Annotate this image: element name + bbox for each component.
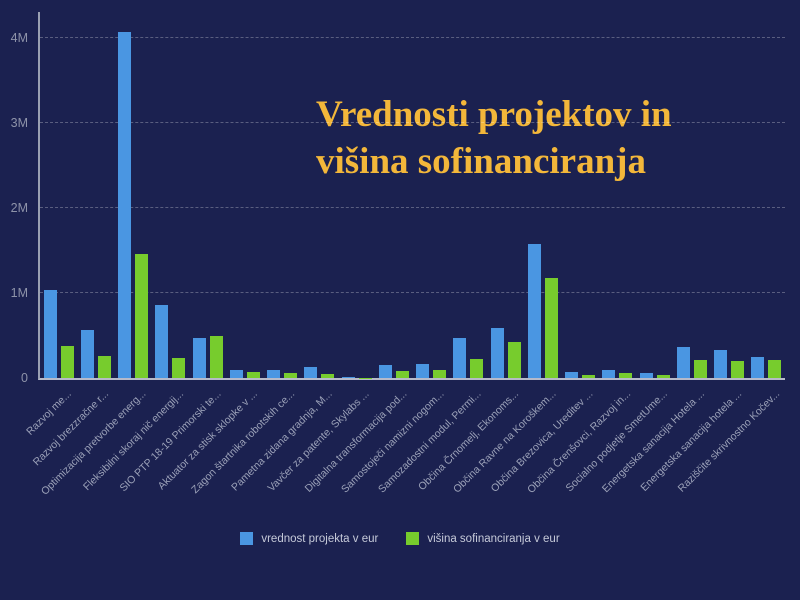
gridline-2M bbox=[40, 206, 785, 208]
bar-value[interactable] bbox=[714, 349, 728, 378]
bar-group bbox=[599, 12, 636, 378]
bar-value[interactable] bbox=[155, 304, 169, 378]
legend-item-cofinancing[interactable]: višina sofinanciranja v eur bbox=[406, 532, 560, 545]
legend-label: višina sofinanciranja v eur bbox=[427, 532, 560, 545]
bar-cofinancing[interactable] bbox=[470, 359, 484, 378]
y-axis-tick-labels: 4M 3M 2M 1M 0 bbox=[0, 12, 33, 385]
bar-cofinancing[interactable] bbox=[544, 277, 558, 378]
bar-group bbox=[524, 12, 561, 378]
x-label-cell: Raziščite skrivnostno Kočev... bbox=[675, 382, 783, 522]
chart-title: Vrednosti projektov in višina sofinancir… bbox=[316, 92, 776, 185]
bar-cofinancing[interactable] bbox=[656, 375, 670, 378]
bar-value[interactable] bbox=[527, 243, 541, 378]
x-axis-category-labels: Razvoj me... Razvoj brezzračne r... Optimi… bbox=[24, 382, 783, 522]
y-tick-label-4M: 4M bbox=[10, 30, 28, 45]
bar-group bbox=[673, 12, 710, 378]
bar-group bbox=[636, 12, 673, 378]
bar-group bbox=[487, 12, 524, 378]
y-tick-label-3M: 3M bbox=[10, 115, 28, 130]
bar-group bbox=[338, 12, 375, 378]
bar-cofinancing[interactable] bbox=[284, 373, 298, 378]
bar-value[interactable] bbox=[118, 31, 132, 378]
bar-value[interactable] bbox=[378, 365, 392, 378]
bar-group bbox=[413, 12, 450, 378]
chart-title-line1: Vrednosti projektov in bbox=[316, 94, 672, 135]
bar-value[interactable] bbox=[416, 364, 430, 378]
gridline-4M bbox=[40, 36, 785, 38]
bar-group bbox=[450, 12, 487, 378]
bar-value[interactable] bbox=[676, 347, 690, 378]
bar-cofinancing[interactable] bbox=[433, 370, 447, 378]
bar-cofinancing[interactable] bbox=[135, 253, 149, 378]
bar-group bbox=[264, 12, 301, 378]
bar-group bbox=[562, 12, 599, 378]
legend: vrednost projekta v eur višina sofinancir… bbox=[0, 532, 800, 545]
bar-cofinancing[interactable] bbox=[507, 342, 521, 378]
gridline-3M bbox=[40, 121, 785, 123]
bar-cofinancing[interactable] bbox=[209, 336, 223, 378]
y-tick-label-1M: 1M bbox=[10, 285, 28, 300]
bar-value[interactable] bbox=[80, 330, 94, 378]
bar-cofinancing[interactable] bbox=[321, 374, 335, 378]
bar-value[interactable] bbox=[304, 367, 318, 378]
chart-title-line2: višina sofinanciranja bbox=[316, 140, 646, 182]
bar-cofinancing[interactable] bbox=[246, 372, 260, 378]
bar-value[interactable] bbox=[639, 373, 653, 378]
bar-cofinancing[interactable] bbox=[172, 357, 186, 378]
y-tick-label-2M: 2M bbox=[10, 200, 28, 215]
bar-group bbox=[748, 12, 785, 378]
bar-group bbox=[115, 12, 152, 378]
bar-cofinancing[interactable] bbox=[731, 360, 745, 378]
bar-value[interactable] bbox=[453, 338, 467, 378]
bar-cofinancing[interactable] bbox=[582, 374, 596, 378]
bar-value[interactable] bbox=[267, 369, 281, 378]
legend-swatch-icon bbox=[406, 532, 420, 545]
bar-group bbox=[301, 12, 338, 378]
bars bbox=[40, 12, 785, 378]
bar-value[interactable] bbox=[229, 370, 243, 378]
bar-group bbox=[40, 12, 77, 378]
legend-label: vrednost projekta v eur bbox=[261, 532, 379, 545]
bar-group bbox=[711, 12, 748, 378]
bar-cofinancing[interactable] bbox=[97, 355, 111, 378]
bar-group bbox=[189, 12, 226, 378]
bar-cofinancing[interactable] bbox=[693, 360, 707, 378]
bar-group bbox=[77, 12, 114, 378]
bar-group bbox=[226, 12, 263, 378]
bar-value[interactable] bbox=[602, 370, 616, 378]
bar-cofinancing[interactable] bbox=[768, 359, 782, 378]
bar-value[interactable] bbox=[192, 338, 206, 378]
y-tick-label-0: 0 bbox=[21, 371, 28, 385]
bar-value[interactable] bbox=[565, 372, 579, 378]
bar-cofinancing[interactable] bbox=[395, 370, 409, 378]
gridline-1M bbox=[40, 291, 785, 293]
bar-value[interactable] bbox=[490, 327, 504, 378]
legend-item-project-value[interactable]: vrednost projekta v eur bbox=[240, 532, 378, 545]
legend-swatch-icon bbox=[240, 532, 254, 545]
bar-cofinancing[interactable] bbox=[60, 345, 74, 378]
plot-area bbox=[38, 12, 785, 380]
bar-value[interactable] bbox=[751, 356, 765, 378]
bar-value[interactable] bbox=[341, 377, 355, 378]
bar-value[interactable] bbox=[43, 290, 57, 378]
bar-cofinancing[interactable] bbox=[619, 372, 633, 378]
bar-group bbox=[375, 12, 412, 378]
bar-group bbox=[152, 12, 189, 378]
